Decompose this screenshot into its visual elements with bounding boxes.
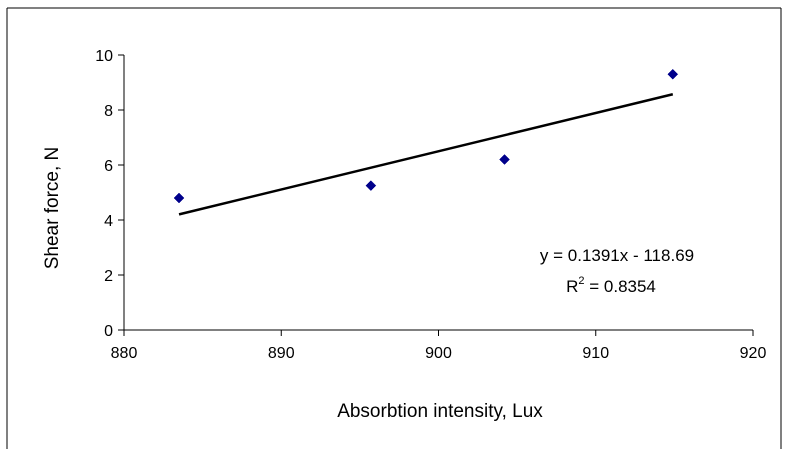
trendline-group	[178, 93, 674, 216]
data-point	[173, 192, 185, 204]
x-tick-label: 880	[111, 345, 138, 362]
x-axis-ticks: 880 890 900 910 920	[111, 330, 767, 362]
axes	[123, 55, 753, 331]
data-point	[667, 68, 679, 80]
x-tick-label: 910	[582, 345, 609, 362]
y-tick-label: 2	[104, 268, 113, 285]
trendline-equation: y = 0.1391x - 118.69	[540, 246, 694, 265]
y-axis-title: Shear force, N	[42, 147, 63, 270]
data-point	[499, 154, 510, 165]
y-tick-label: 0	[104, 323, 113, 340]
r-squared-label: R2 = 0.8354	[566, 275, 656, 296]
data-points	[173, 68, 679, 204]
r-squared-prefix: R	[566, 277, 578, 296]
x-tick-label: 900	[425, 345, 452, 362]
y-tick-label: 6	[104, 158, 113, 175]
r-squared-superscript: 2	[578, 275, 584, 287]
x-tick-label: 920	[740, 345, 767, 362]
y-tick-label: 10	[95, 48, 113, 65]
y-tick-label: 4	[104, 213, 113, 230]
trendline	[178, 93, 674, 216]
r-squared-value: = 0.8354	[585, 277, 656, 296]
x-tick-label: 890	[268, 345, 295, 362]
y-tick-label: 8	[104, 103, 113, 120]
data-point	[365, 180, 377, 191]
y-axis-ticks: 0 2 4 6 8 10	[95, 48, 124, 340]
x-axis-title: Absorbtion intensity, Lux	[337, 401, 543, 422]
